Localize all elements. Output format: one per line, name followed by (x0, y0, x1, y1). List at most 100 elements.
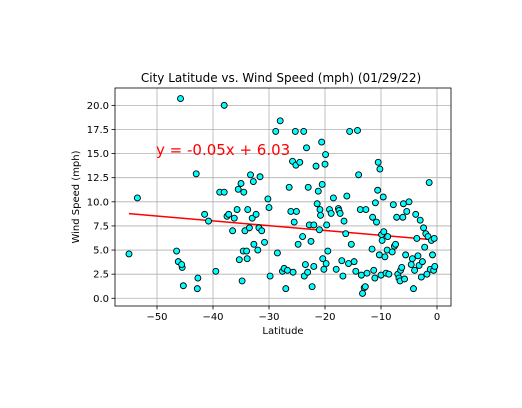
data-point (344, 193, 350, 199)
data-point (234, 207, 240, 213)
data-point (313, 163, 319, 169)
data-point (324, 222, 330, 228)
y-tick-label: 12.5 (87, 173, 109, 184)
data-point (277, 118, 283, 124)
data-point (341, 218, 347, 224)
data-point (340, 273, 346, 279)
data-point (422, 244, 428, 250)
data-point (236, 257, 242, 263)
data-point (375, 187, 381, 193)
x-axis-title: Latitude (262, 326, 303, 337)
data-point (375, 159, 381, 165)
data-point (337, 210, 343, 216)
y-tick-label: 5.0 (93, 246, 109, 257)
x-tick-label: −30 (258, 312, 279, 323)
y-tick-label: 17.5 (87, 125, 109, 136)
data-point (134, 195, 140, 201)
data-point (244, 248, 250, 254)
data-point (321, 266, 327, 272)
data-point (238, 180, 244, 186)
data-point (399, 264, 405, 270)
data-point (377, 166, 383, 172)
data-point (432, 263, 438, 269)
data-point (430, 252, 436, 258)
data-point (426, 180, 432, 186)
data-point (291, 219, 297, 225)
data-point (356, 172, 362, 178)
data-point (418, 274, 424, 280)
data-point (309, 284, 315, 290)
data-point (402, 276, 408, 282)
data-point (259, 228, 265, 234)
data-point (241, 189, 247, 195)
data-point (239, 278, 245, 284)
data-point (390, 202, 396, 208)
data-point (348, 241, 354, 247)
data-point (302, 262, 308, 268)
data-point (328, 210, 334, 216)
data-point (255, 247, 261, 253)
data-point (353, 268, 359, 274)
data-point (413, 211, 419, 217)
data-point (202, 211, 208, 217)
data-point (421, 225, 427, 231)
data-point (389, 249, 395, 255)
data-point (322, 161, 328, 167)
data-point (273, 128, 279, 134)
data-point (346, 261, 352, 267)
data-point (194, 286, 200, 292)
data-point (372, 275, 378, 281)
data-point (415, 253, 421, 259)
data-point (253, 211, 259, 217)
data-point (374, 219, 380, 225)
data-point (339, 258, 345, 264)
data-point (315, 188, 321, 194)
data-point (244, 256, 250, 262)
y-tick-label: 10.0 (87, 197, 109, 208)
data-point (404, 208, 410, 214)
data-point (358, 272, 364, 278)
data-point (317, 207, 323, 213)
data-point (431, 235, 437, 241)
data-point (382, 254, 388, 260)
data-point (178, 96, 184, 102)
data-point (410, 286, 416, 292)
data-point (250, 179, 256, 185)
data-point (257, 174, 263, 180)
data-point (347, 128, 353, 134)
data-point (357, 207, 363, 213)
data-point (206, 218, 212, 224)
data-point (286, 184, 292, 190)
data-point (304, 145, 310, 151)
data-point (408, 262, 414, 268)
data-point (419, 259, 425, 265)
x-tick-label: −50 (146, 312, 167, 323)
data-point (293, 208, 299, 214)
data-point (400, 201, 406, 207)
data-point (301, 128, 307, 134)
data-point (372, 200, 378, 206)
data-point (246, 225, 252, 231)
data-point (371, 267, 377, 273)
data-point (311, 263, 317, 269)
data-point (179, 262, 185, 268)
data-point (262, 239, 268, 245)
data-point (414, 235, 420, 241)
x-tick-label: −20 (314, 312, 335, 323)
data-point (364, 270, 370, 276)
data-point (319, 181, 325, 187)
data-point (308, 238, 314, 244)
data-point (323, 152, 329, 158)
data-point (360, 290, 366, 296)
data-point (323, 261, 329, 267)
data-point (283, 286, 289, 292)
x-tick-label: −10 (370, 312, 391, 323)
data-point (274, 250, 280, 256)
y-tick-label: 15.0 (87, 149, 109, 160)
data-point (288, 208, 294, 214)
data-point (393, 241, 399, 247)
data-point (333, 266, 339, 272)
data-point (248, 172, 254, 178)
data-point (231, 215, 237, 221)
